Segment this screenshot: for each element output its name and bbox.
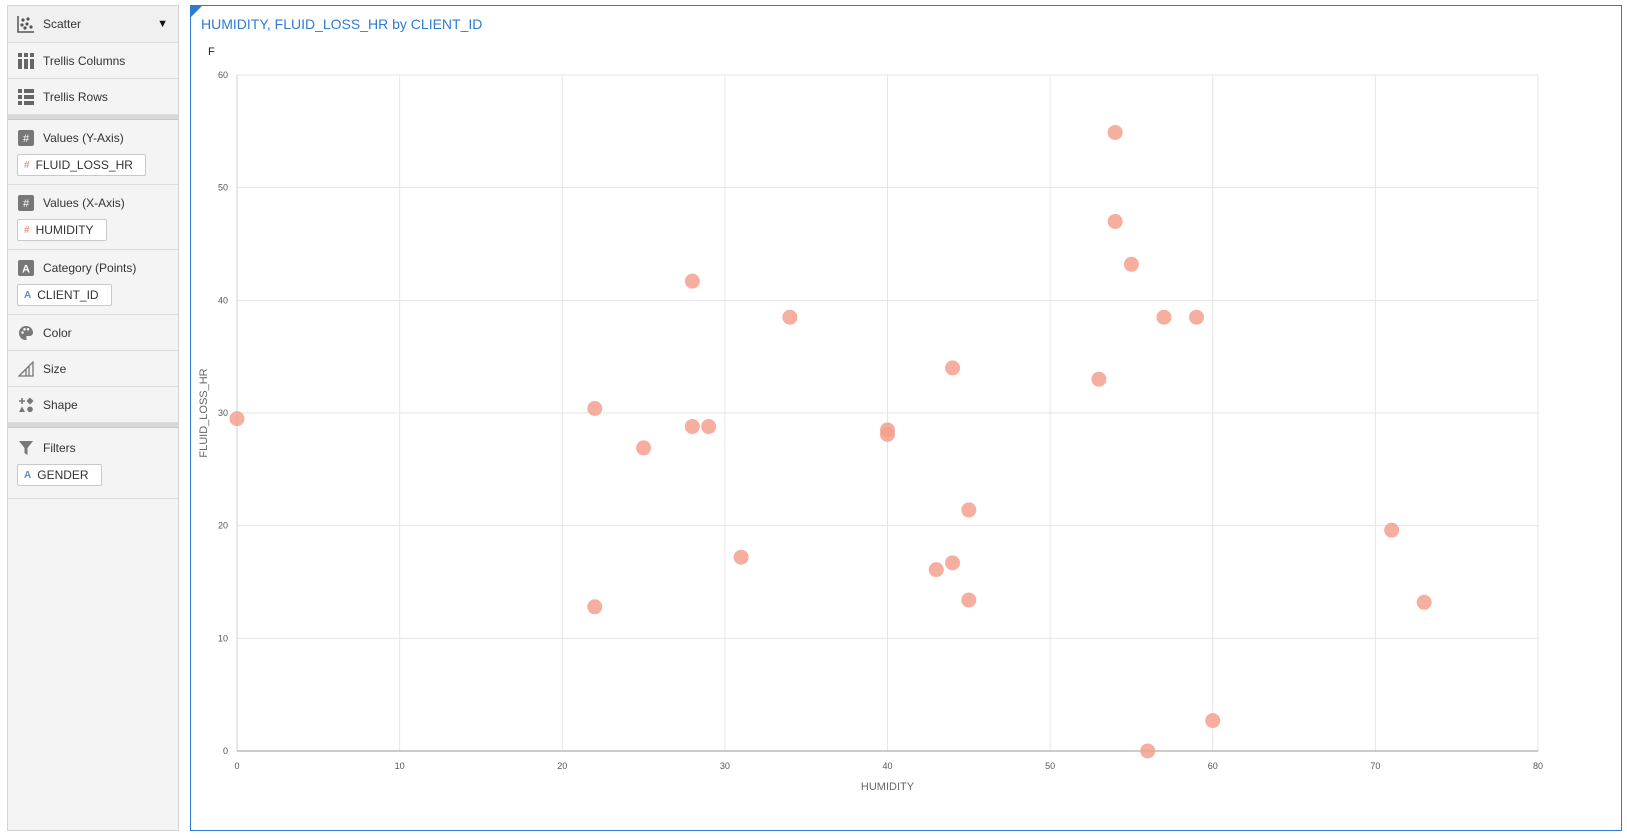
y-tick-label: 40 [218,295,228,305]
scatter-plot[interactable]: 0 10 20 30 40 50 60 70 80 0 10 20 30 40 50 60 HUMIDITY FL… [191,6,1621,830]
trellis-rows-label: Trellis Rows [43,89,108,104]
size-label: Size [43,361,67,376]
svg-text:A: A [22,264,30,276]
grammar-panel: Scatter ▼ Trellis Columns Trellis Rows # [7,5,179,831]
data-point [1107,213,1123,229]
x-tick-label: 70 [1370,761,1380,771]
size-icon [17,360,35,378]
hash-icon: # [17,129,35,147]
x-tick-label: 60 [1208,761,1218,771]
data-point [782,309,798,325]
data-point [1123,256,1139,272]
divider [8,423,178,428]
category-field-name: CLIENT_ID [37,288,99,302]
data-point [945,555,961,571]
attribute-icon: A [24,289,32,301]
data-point [684,419,700,435]
chart-type-selector[interactable]: Scatter ▼ [8,6,178,43]
trellis-label: F [208,46,215,58]
data-point [701,419,717,435]
x-tick-label: 30 [720,761,730,771]
x-tick-label: 20 [557,761,567,771]
attribute-icon: A [24,469,32,481]
svg-text:#: # [23,133,30,145]
y-tick-label: 10 [218,633,228,643]
x-field-name: HUMIDITY [35,223,94,237]
x-axis-title: HUMIDITY [861,781,915,793]
filters-drop[interactable]: Filters A GENDER [8,428,178,499]
filter-field-name: GENDER [37,468,89,482]
selection-corner-marker [191,6,202,17]
x-field-pill[interactable]: # HUMIDITY [17,219,107,241]
category-field-pill[interactable]: A CLIENT_ID [17,284,112,306]
trellis-columns-icon [17,52,35,70]
y-tick-label: 30 [218,408,228,418]
data-point [880,426,895,442]
x-tick-label: 80 [1533,761,1543,771]
data-point [1205,713,1221,729]
chart-title: HUMIDITY, FLUID_LOSS_HR by CLIENT_ID [201,16,483,32]
category-drop[interactable]: A Category (Points) A CLIENT_ID [8,250,178,315]
measure-icon: # [24,224,30,236]
chart-canvas[interactable]: HUMIDITY, FLUID_LOSS_HR by CLIENT_ID F 0… [190,5,1622,831]
x-tick-label: 0 [234,761,239,771]
y-field-name: FLUID_LOSS_HR [35,158,133,172]
y-tick-label: 50 [218,183,228,193]
data-point [684,273,700,289]
svg-text:#: # [23,198,30,210]
data-point [961,502,977,518]
divider [8,115,178,120]
trellis-rows-icon [17,88,35,106]
data-point [961,592,977,608]
data-point [733,549,749,565]
filter-field-pill[interactable]: A GENDER [17,464,102,486]
data-point [587,400,603,416]
y-values-label: Values (Y-Axis) [43,131,124,145]
x-tick-label: 40 [882,761,892,771]
trellis-columns-drop[interactable]: Trellis Columns [8,43,178,79]
y-tick-label: 20 [218,521,228,531]
filters-label: Filters [43,441,76,455]
trellis-columns-label: Trellis Columns [43,53,126,68]
attribute-icon: A [17,259,35,277]
data-point [229,411,245,427]
chevron-down-icon[interactable]: ▼ [157,18,168,30]
y-axis-title: FLUID_LOSS_HR [198,368,210,457]
data-point [1091,371,1107,387]
shape-drop[interactable]: Shape [8,387,178,423]
filter-icon [17,439,35,457]
data-point [928,562,944,578]
data-point [1188,309,1204,325]
y-values-drop[interactable]: # Values (Y-Axis) # FLUID_LOSS_HR [8,120,178,185]
x-values-label: Values (X-Axis) [43,196,125,210]
data-point [636,440,652,456]
x-tick-label: 10 [395,761,405,771]
x-values-drop[interactable]: # Values (X-Axis) # HUMIDITY [8,185,178,250]
palette-icon [17,324,35,342]
data-point [1140,743,1156,759]
size-drop[interactable]: Size [8,351,178,387]
x-tick-label: 50 [1045,761,1055,771]
data-point [1384,522,1400,538]
data-point [1107,124,1123,140]
measure-icon: # [24,159,30,171]
shapes-icon [17,396,35,414]
data-point [587,599,603,615]
data-point [1416,594,1432,610]
color-label: Color [43,325,72,340]
y-tick-label: 60 [218,70,228,80]
data-point [1156,309,1172,325]
hash-icon: # [17,194,35,212]
data-point [945,360,961,376]
chart-type-label: Scatter [43,17,82,31]
scatter-chart-icon [17,15,35,33]
trellis-rows-drop[interactable]: Trellis Rows [8,79,178,115]
color-drop[interactable]: Color [8,315,178,351]
y-tick-label: 0 [223,746,228,756]
category-label: Category (Points) [43,261,137,275]
shape-label: Shape [43,397,78,412]
y-field-pill[interactable]: # FLUID_LOSS_HR [17,154,146,176]
